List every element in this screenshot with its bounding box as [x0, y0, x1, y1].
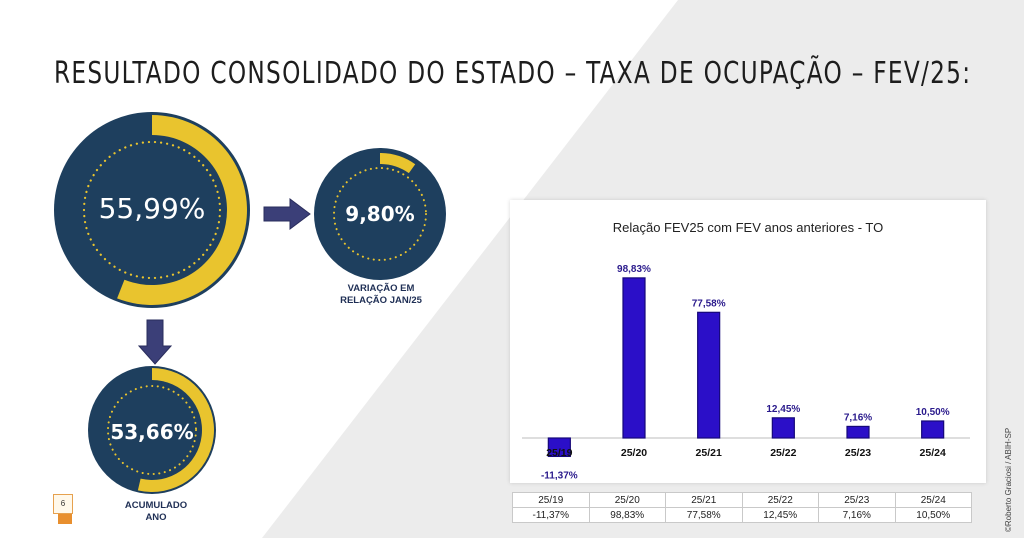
table-header-cell: 25/20 — [588, 492, 666, 508]
chart-title: Relação FEV25 com FEV anos anteriores - … — [612, 220, 884, 235]
table-value-cell: 7,16% — [818, 507, 896, 523]
bar-value-label: 98,83% — [617, 264, 651, 275]
accumulated-gauge: 53,66% — [88, 366, 216, 494]
table-value-row: -11,37% 98,83% 77,58% 12,45% 7,16% 10,50% — [512, 507, 972, 523]
gauge-arc — [137, 368, 214, 492]
occupancy-gauge: 55,99% — [54, 112, 250, 308]
x-tick-label: 25/24 — [920, 447, 946, 459]
page-title: RESULTADO CONSOLIDADO DO ESTADO – TAXA D… — [54, 56, 972, 91]
x-tick-label: 25/20 — [621, 447, 647, 459]
table-header-row: 25/19 25/20 25/21 25/22 25/23 25/24 — [512, 492, 972, 508]
gauge-arc — [380, 153, 416, 174]
table-header-cell: 25/23 — [818, 492, 896, 508]
table-header-cell: 25/24 — [894, 492, 972, 508]
bar-value-label: 10,50% — [916, 407, 950, 418]
bar-chart: -11,37% 25/19 98,83% 25/20 77,58% 25/21 12,45%… — [522, 264, 970, 481]
bar-value-label: -11,37% — [541, 470, 578, 481]
table-value-cell: 12,45% — [741, 507, 819, 523]
data-table: 25/19 25/20 25/21 25/22 25/23 25/24 -11,37% 98… — [512, 492, 972, 523]
bar — [697, 311, 721, 439]
table-header-cell: 25/22 — [741, 492, 819, 508]
x-tick-label: 25/22 — [770, 447, 796, 459]
accumulated-caption: ACUMULADO ANO — [124, 500, 188, 523]
table-header-cell: 25/21 — [665, 492, 743, 508]
bar — [547, 437, 571, 458]
bar — [921, 420, 945, 439]
table-value-cell: 77,58% — [665, 507, 743, 523]
bar — [771, 417, 795, 439]
variation-value: 9,80% — [345, 202, 415, 226]
x-tick-label: 25/19 — [546, 447, 572, 459]
table-value-cell: 10,50% — [894, 507, 972, 523]
photo-credit: ©Roberto Graciosi / ABIH-SP — [1004, 427, 1013, 532]
bar-chart-card: Relação FEV25 com FEV anos anteriores - … — [510, 200, 986, 483]
gauge-arc — [117, 115, 247, 305]
page-number: 6 — [53, 494, 73, 514]
x-tick-label: 25/23 — [845, 447, 871, 459]
accumulated-value: 53,66% — [110, 420, 194, 444]
arrow-right-icon — [263, 198, 311, 230]
bar — [846, 425, 870, 439]
bar-value-label: 77,58% — [692, 298, 726, 309]
bar-value-label: 7,16% — [844, 412, 872, 423]
bar — [622, 277, 646, 439]
page-tab-decoration — [58, 514, 72, 524]
x-tick-label: 25/21 — [696, 447, 722, 459]
occupancy-value: 55,99% — [98, 192, 206, 225]
variation-gauge: 9,80% — [314, 148, 446, 280]
arrow-down-icon — [138, 319, 172, 365]
table-value-cell: 98,83% — [588, 507, 666, 523]
table-value-cell: -11,37% — [512, 507, 590, 523]
variation-caption: VARIAÇÃO EM RELAÇÃO JAN/25 — [340, 283, 422, 306]
table-header-cell: 25/19 — [512, 492, 590, 508]
bar-value-label: 12,45% — [766, 404, 800, 415]
